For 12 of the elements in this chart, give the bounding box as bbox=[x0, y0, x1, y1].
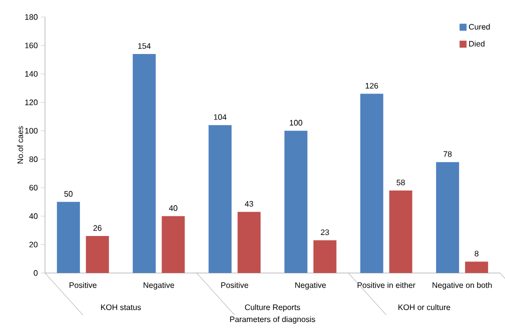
bar bbox=[284, 130, 308, 273]
bar bbox=[465, 262, 488, 273]
bar bbox=[360, 94, 384, 273]
bar bbox=[86, 236, 109, 273]
bar bbox=[436, 162, 460, 273]
bar bbox=[389, 190, 412, 273]
bar bbox=[313, 240, 336, 273]
bar bbox=[132, 54, 156, 273]
bar bbox=[208, 125, 232, 273]
bar bbox=[238, 212, 261, 273]
bar bbox=[162, 216, 185, 273]
bar bbox=[56, 202, 80, 273]
